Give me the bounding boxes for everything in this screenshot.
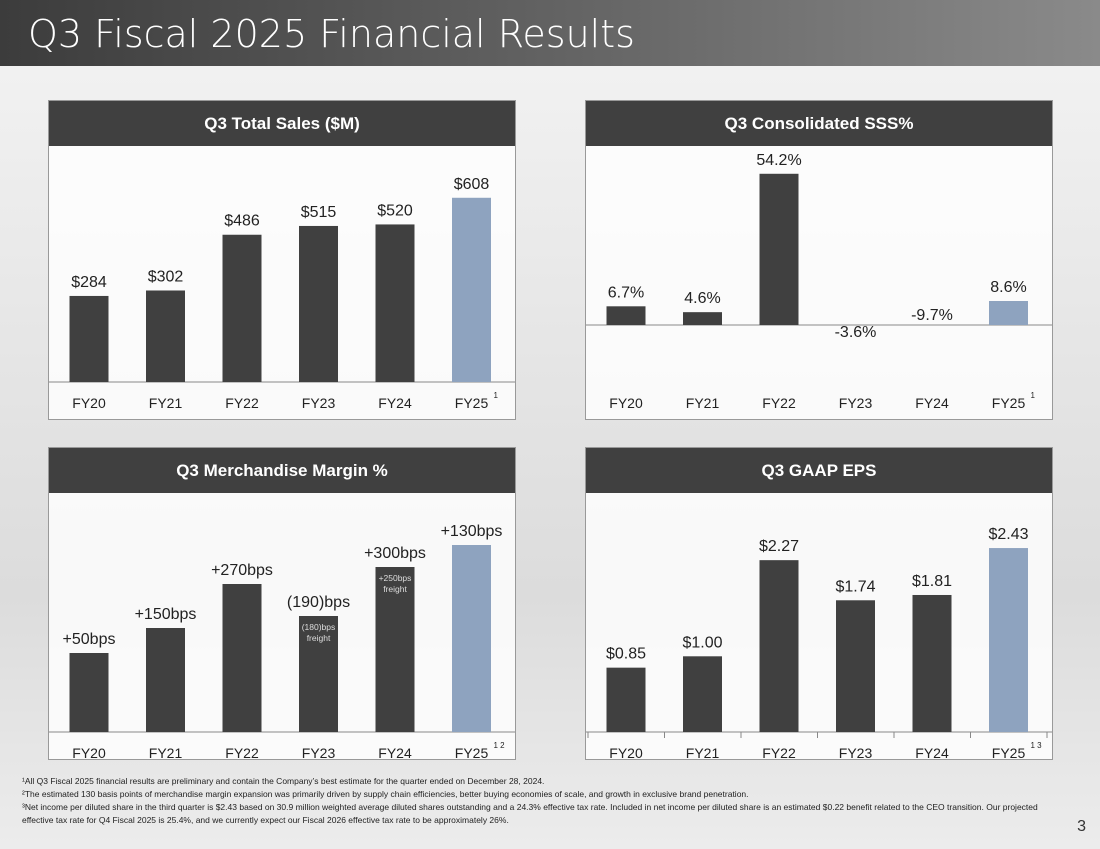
- sales-chart: $284 FY20 $302 FY21 $486 FY22 $515 FY23 $520 FY24…: [49, 176, 515, 411]
- category-label: FY24: [378, 395, 412, 411]
- footnote-2: ²The estimated 130 basis points of merch…: [22, 789, 749, 799]
- bar-fy24: [375, 224, 415, 382]
- category-label: FY20: [609, 745, 643, 760]
- category-label: FY22: [225, 745, 259, 760]
- page-title: Q3 Fiscal 2025 Financial Results: [28, 12, 635, 56]
- category-label: FY22: [225, 395, 259, 411]
- data-label: +270bps: [211, 562, 273, 579]
- category-label: FY21: [149, 395, 183, 411]
- bar-fy23: [836, 600, 875, 732]
- footnote-marker: 1 3: [1031, 741, 1043, 750]
- data-label: +300bps: [364, 545, 426, 562]
- category-label: FY24: [378, 745, 412, 760]
- footnotes: ¹All Q3 Fiscal 2025 financial results ar…: [22, 775, 1052, 827]
- panel-title: Q3 Total Sales ($M): [49, 101, 515, 146]
- panel-title: Q3 GAAP EPS: [586, 448, 1052, 493]
- category-label: FY22: [762, 395, 796, 411]
- data-label: +150bps: [135, 606, 197, 623]
- data-label: 54.2%: [756, 152, 801, 169]
- freight-note: freight: [307, 633, 331, 643]
- bar-fy21: [146, 290, 185, 382]
- data-label: $520: [377, 202, 413, 219]
- category-label: FY21: [686, 395, 720, 411]
- bar-fy24: [375, 567, 415, 732]
- bar-fy21: [683, 312, 722, 325]
- data-label: $302: [148, 268, 184, 285]
- footnote-1: ¹All Q3 Fiscal 2025 financial results ar…: [22, 776, 545, 786]
- bar-fy24: [912, 594, 952, 732]
- data-label: $486: [224, 213, 260, 230]
- footnote-marker: 1: [494, 391, 499, 400]
- category-label: FY25: [455, 745, 489, 760]
- category-label: FY20: [72, 745, 106, 760]
- category-label: FY23: [839, 745, 873, 760]
- sales-panel: Q3 Total Sales ($M) $284 FY20 $302 FY21 $486…: [48, 100, 516, 420]
- category-label: FY22: [762, 745, 796, 760]
- panel-title: Q3 Merchandise Margin %: [49, 448, 515, 493]
- data-label: $284: [71, 274, 107, 291]
- sss-chart: 6.7% FY20 4.6% FY21 54.2% FY22 -3.6% FY23 -9.7% F…: [586, 152, 1052, 411]
- data-label: $1.00: [682, 634, 722, 651]
- data-label: (190)bps: [287, 594, 350, 611]
- freight-note: +250bps: [379, 573, 412, 583]
- footnote-3: ³Net income per diluted share in the thi…: [22, 802, 1038, 825]
- category-label: FY25: [992, 395, 1026, 411]
- data-label: $1.81: [912, 573, 952, 590]
- data-label: $2.43: [988, 526, 1028, 543]
- data-label: 4.6%: [684, 290, 720, 307]
- category-label: FY21: [686, 745, 720, 760]
- bar-fy23: [299, 225, 338, 382]
- data-label: $2.27: [759, 538, 799, 555]
- footnote-marker: 1: [1031, 391, 1036, 400]
- category-label: FY25: [992, 745, 1026, 760]
- eps-panel: Q3 GAAP EPS $0.85 FY20 $1.00 FY21 $2.27 FY22 $…: [585, 447, 1053, 760]
- bar-fy25: [452, 545, 491, 732]
- data-label: $608: [454, 176, 490, 193]
- panel-title: Q3 Consolidated SSS%: [586, 101, 1052, 146]
- category-label: FY24: [915, 745, 949, 760]
- bar-fy20: [69, 653, 109, 732]
- bar-fy20: [69, 295, 109, 382]
- data-label: $0.85: [606, 646, 646, 663]
- bar-fy22: [759, 560, 799, 732]
- data-label: -9.7%: [911, 307, 953, 324]
- freight-note: freight: [383, 584, 407, 594]
- bar-fy23: [299, 616, 338, 732]
- bar-fy20: [606, 306, 646, 325]
- category-label: FY25: [455, 395, 489, 411]
- sss-panel: Q3 Consolidated SSS% 6.7% FY20 4.6% FY21 54.…: [585, 100, 1053, 420]
- data-label: $515: [301, 204, 337, 221]
- category-label: FY23: [839, 395, 873, 411]
- category-label: FY23: [302, 395, 336, 411]
- bar-fy21: [683, 656, 722, 732]
- bar-fy22: [222, 584, 262, 732]
- footnote-marker: 1 2: [494, 741, 506, 750]
- data-label: +130bps: [441, 523, 503, 540]
- data-label: 6.7%: [608, 284, 644, 301]
- category-label: FY20: [609, 395, 643, 411]
- category-label: FY23: [302, 745, 336, 760]
- bar-fy25: [989, 301, 1028, 325]
- page-number: 3: [1077, 818, 1086, 835]
- freight-note: (180)bps: [302, 622, 336, 632]
- bar-fy25: [452, 197, 491, 382]
- bar-fy22: [759, 173, 799, 325]
- eps-chart: $0.85 FY20 $1.00 FY21 $2.27 FY22 $1.74 FY23 $1.8…: [586, 526, 1052, 760]
- margin-chart: +50bps FY20 +150bps FY21 +270bps FY22 (190)bps…: [49, 523, 515, 760]
- data-label: -3.6%: [835, 324, 877, 341]
- bar-fy22: [222, 234, 262, 382]
- category-label: FY21: [149, 745, 183, 760]
- data-label: 8.6%: [990, 279, 1026, 296]
- bar-fy21: [146, 628, 185, 732]
- data-label: +50bps: [63, 631, 116, 648]
- margin-panel: Q3 Merchandise Margin % +50bps FY20 +150bp…: [48, 447, 516, 760]
- title-bar: Q3 Fiscal 2025 Financial Results: [0, 0, 1100, 66]
- data-label: $1.74: [835, 578, 875, 595]
- category-label: FY24: [915, 395, 949, 411]
- bar-fy25: [989, 548, 1028, 732]
- category-label: FY20: [72, 395, 106, 411]
- bar-fy20: [606, 667, 646, 732]
